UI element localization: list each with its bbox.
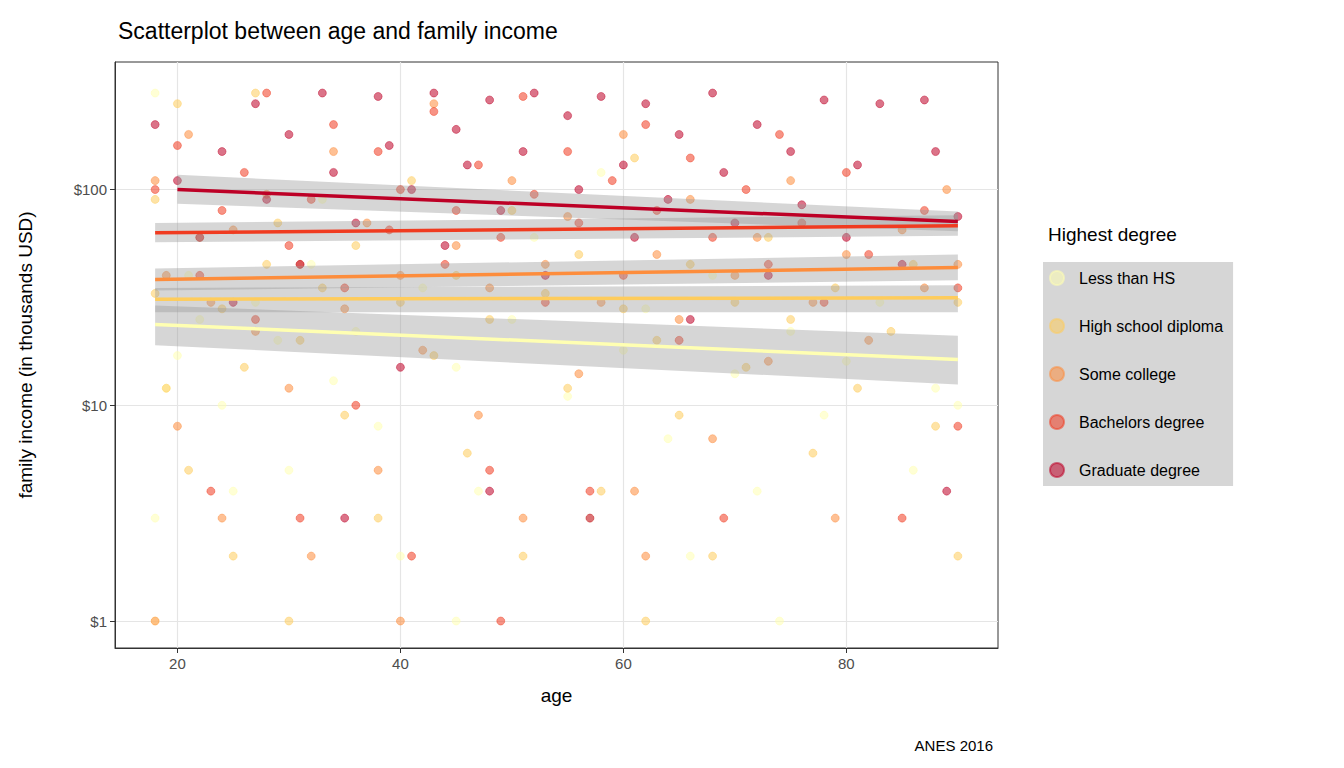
- svg-text:60: 60: [615, 655, 632, 672]
- svg-text:40: 40: [392, 655, 409, 672]
- svg-text:Scatterplot between age and fa: Scatterplot between age and family incom…: [118, 18, 558, 44]
- svg-text:20: 20: [169, 655, 186, 672]
- svg-text:age: age: [541, 685, 573, 706]
- svg-text:$1: $1: [90, 613, 107, 630]
- svg-text:$100: $100: [74, 181, 107, 198]
- svg-text:ANES 2016: ANES 2016: [915, 737, 993, 754]
- svg-text:Some college: Some college: [1079, 366, 1176, 383]
- svg-text:Graduate degree: Graduate degree: [1079, 462, 1200, 479]
- svg-text:Highest degree: Highest degree: [1048, 224, 1177, 245]
- svg-text:80: 80: [838, 655, 855, 672]
- svg-text:Bachelors degree: Bachelors degree: [1079, 414, 1205, 431]
- svg-text:family income (in thousands US: family income (in thousands USD): [15, 211, 36, 498]
- svg-text:$10: $10: [82, 397, 107, 414]
- svg-text:High school diploma: High school diploma: [1079, 318, 1223, 335]
- svg-text:Less than HS: Less than HS: [1079, 270, 1175, 287]
